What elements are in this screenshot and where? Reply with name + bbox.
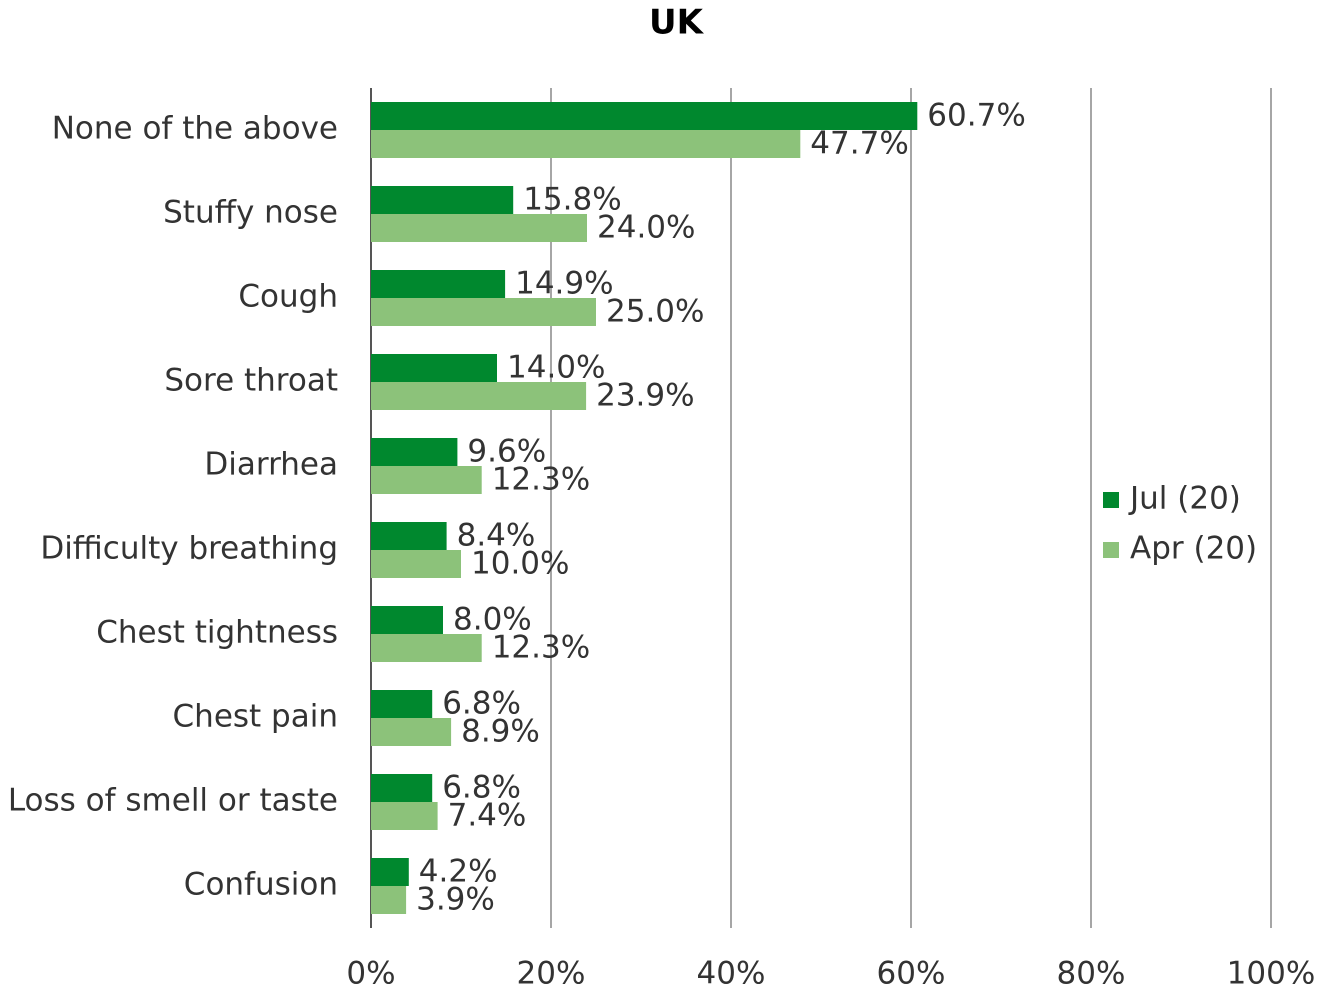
bar — [371, 214, 587, 242]
value-label: 25.0% — [606, 294, 704, 330]
bar — [371, 382, 587, 410]
bar — [371, 270, 506, 298]
bar — [371, 186, 514, 214]
bar — [371, 606, 443, 634]
bar — [371, 802, 438, 830]
x-tick-label: 0% — [346, 956, 395, 992]
value-label: 12.3% — [492, 462, 590, 498]
value-label: 9.6% — [467, 434, 546, 470]
x-tick-label: 40% — [697, 956, 766, 992]
value-label: 15.8% — [523, 182, 621, 218]
value-label: 14.9% — [515, 266, 613, 302]
y-tick-label: Stuffy nose — [163, 195, 338, 231]
legend-swatch — [1103, 492, 1119, 508]
value-label: 8.4% — [457, 518, 536, 554]
bar — [371, 634, 482, 662]
legend-label: Jul (20) — [1128, 481, 1241, 517]
value-label: 3.9% — [416, 882, 495, 918]
x-tick-label: 20% — [517, 956, 586, 992]
bar — [371, 438, 458, 466]
bar — [371, 466, 482, 494]
value-label: 7.4% — [448, 798, 527, 834]
value-label: 6.8% — [442, 770, 521, 806]
bar — [371, 858, 409, 886]
y-tick-label: Loss of smell or taste — [8, 783, 338, 819]
value-label: 8.9% — [461, 714, 540, 750]
bar — [371, 550, 461, 578]
value-label: 4.2% — [419, 854, 498, 890]
bar — [371, 774, 433, 802]
y-tick-label: Sore throat — [164, 363, 338, 399]
y-tick-label: Chest tightness — [96, 615, 338, 651]
legend-swatch — [1103, 542, 1119, 558]
bar — [371, 886, 407, 914]
y-tick-label: Chest pain — [173, 699, 338, 735]
value-label: 12.3% — [492, 630, 590, 666]
value-label: 23.9% — [596, 378, 694, 414]
x-tick-label: 60% — [877, 956, 946, 992]
bar — [371, 130, 801, 158]
value-label: 60.7% — [927, 98, 1025, 134]
legend-label: Apr (20) — [1130, 531, 1257, 567]
bar — [371, 298, 596, 326]
bar — [371, 522, 447, 550]
y-tick-label: Difficulty breathing — [40, 531, 338, 567]
value-label: 10.0% — [471, 546, 569, 582]
y-tick-label: Cough — [238, 279, 338, 315]
x-tick-label: 80% — [1057, 956, 1126, 992]
y-tick-label: Diarrhea — [204, 447, 338, 483]
y-tick-label: None of the above — [52, 111, 338, 147]
value-label: 24.0% — [597, 210, 695, 246]
bar — [371, 718, 452, 746]
bar — [371, 102, 918, 130]
value-label: 8.0% — [453, 602, 532, 638]
x-tick-label: 100% — [1227, 956, 1316, 992]
value-label: 6.8% — [442, 686, 521, 722]
y-tick-label: Confusion — [184, 867, 338, 903]
chart-title: UK — [649, 3, 705, 43]
bar — [371, 690, 433, 718]
value-label: 47.7% — [810, 126, 908, 162]
bar — [371, 354, 497, 382]
value-label: 14.0% — [507, 350, 605, 386]
